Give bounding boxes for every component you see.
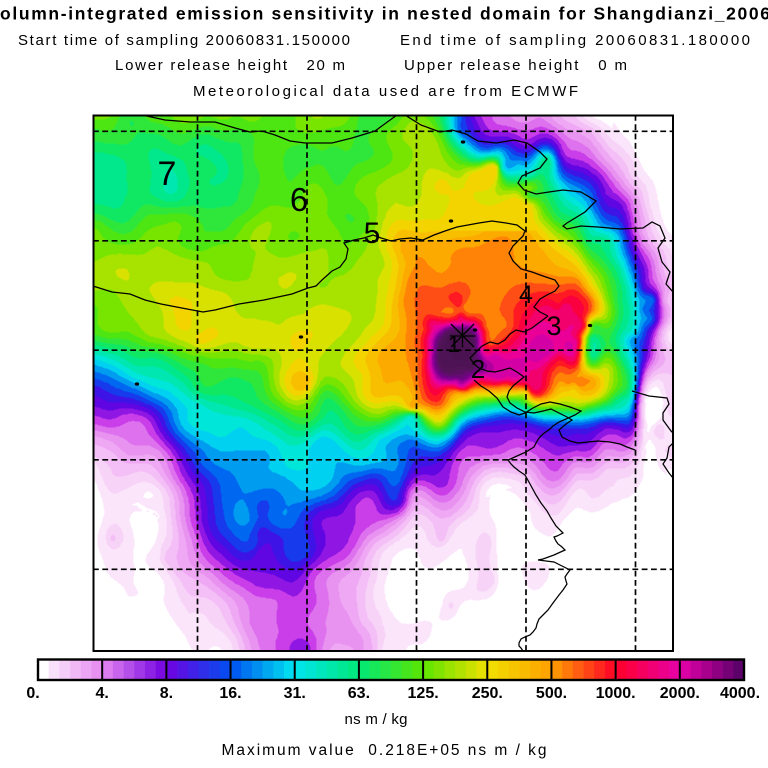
svg-text:500.: 500. <box>536 685 567 702</box>
svg-text:6: 6 <box>290 181 308 218</box>
svg-text:Upper release height 0 m: Upper release height 0 m <box>404 57 627 74</box>
svg-text:olumn-integrated emission sens: olumn-integrated emission sensitivity in… <box>0 4 768 24</box>
svg-text:End time of sampling 20060831.: End time of sampling 20060831.180000 <box>400 32 750 49</box>
svg-text:3: 3 <box>546 311 561 341</box>
svg-text:8.: 8. <box>160 685 173 702</box>
svg-text:5: 5 <box>364 217 381 250</box>
svg-text:250.: 250. <box>472 685 503 702</box>
svg-text:2: 2 <box>471 354 485 384</box>
svg-text:Start time of sampling 2006083: Start time of sampling 20060831.150000 <box>18 32 350 49</box>
svg-text:0.: 0. <box>26 685 39 702</box>
svg-text:Meteorological data used are f: Meteorological data used are from ECMWF <box>193 83 578 100</box>
svg-text:16.: 16. <box>219 685 241 702</box>
svg-text:4.: 4. <box>96 685 109 702</box>
svg-text:4000.: 4000. <box>720 685 760 702</box>
svg-text:31.: 31. <box>284 685 306 702</box>
svg-text:2000.: 2000. <box>660 685 700 702</box>
svg-text:ns m / kg: ns m / kg <box>345 711 408 728</box>
svg-text:4: 4 <box>519 281 533 309</box>
svg-text:7: 7 <box>158 155 177 193</box>
svg-text:63.: 63. <box>348 685 370 702</box>
svg-text:1000.: 1000. <box>596 685 636 702</box>
svg-text:125.: 125. <box>408 685 439 702</box>
